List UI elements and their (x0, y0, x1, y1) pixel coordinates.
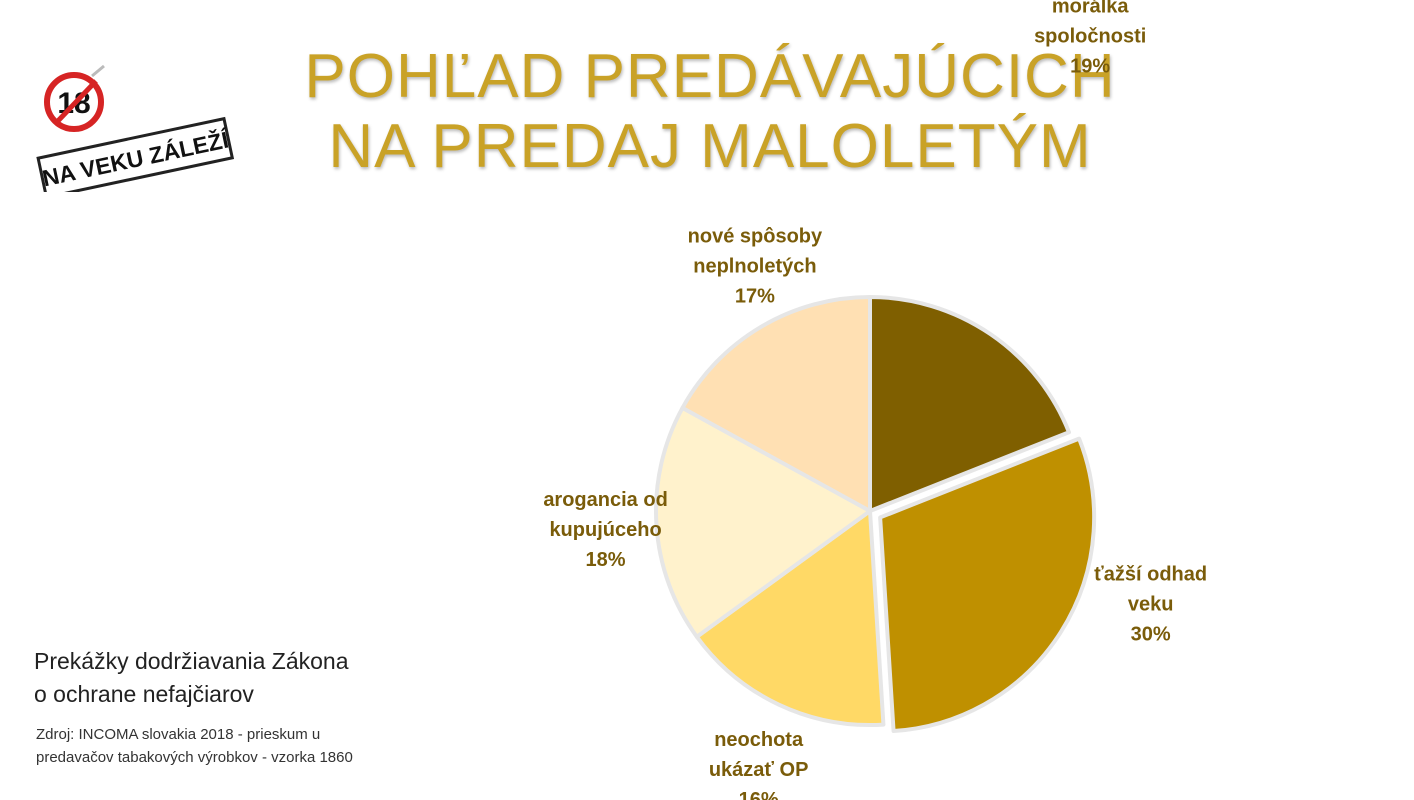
pie-label-value: 17% (735, 286, 775, 308)
pie-label-5: nové spôsoby neplnoletých 17% (688, 226, 823, 308)
no-smoking-slash-icon (54, 79, 98, 125)
pie-label-text: arogancia od (543, 489, 667, 511)
pie-label-3: neochota ukázať OP 16% (709, 729, 809, 800)
source-note: Zdroj: INCOMA slovakia 2018 - prieskum u… (36, 723, 353, 769)
pie-label-4: arogancia od kupujúceho 18% (543, 489, 667, 571)
pie-label-1: morálka spoločnosti 19% (1034, 0, 1146, 77)
logo-sign: 18 (44, 64, 105, 132)
pie-slice-5 (680, 295, 872, 513)
pie-label-text: kupujúceho (549, 519, 661, 541)
pie-label-value: 16% (739, 789, 779, 800)
title-line-1: POHĽAD PREDÁVAJÚCICH (304, 42, 1116, 111)
chart-caption: Prekážky dodržiavania Zákona o ochrane n… (34, 645, 349, 711)
pie-label-value: 18% (586, 549, 626, 571)
source-line-1: Zdroj: INCOMA slovakia 2018 - prieskum u (36, 726, 321, 743)
pie-slice-4 (654, 405, 872, 639)
pie-label-2: ťažší odhad veku 30% (1094, 564, 1207, 646)
pie-label-text: morálka (1052, 0, 1130, 17)
pie-label-text: neochota (714, 729, 804, 751)
pie-label-text: neplnoletých (693, 256, 816, 278)
pie-label-text: ukázať OP (709, 759, 809, 781)
pie-label-text: nové spôsoby (688, 226, 823, 248)
caption-line-2: o ochrane nefajčiarov (34, 681, 254, 707)
pie-slices (654, 295, 1097, 734)
pie-labels: morálka spoločnosti 19% ťažší odhad veku 30% n… (543, 0, 1207, 800)
page-title: POHĽAD PREDÁVAJÚCICH NA PREDAJ MALOLETÝM (300, 42, 1120, 182)
logo-banner-frame (36, 116, 235, 192)
pie-label-text: spoločnosti (1034, 25, 1146, 47)
pie-label-value: 30% (1131, 624, 1171, 646)
caption-line-1: Prekážky dodržiavania Zákona (34, 648, 349, 674)
pie-slice-1 (868, 295, 1071, 513)
pie-slice-3 (694, 509, 886, 727)
pie-label-text: ťažší odhad (1094, 564, 1207, 586)
pie-label-value: 19% (1070, 55, 1110, 77)
source-line-2: predavačov tabakových výrobkov - vzorka … (36, 749, 353, 766)
cigarette-icon (91, 64, 105, 78)
title-line-2: NA PREDAJ MALOLETÝM (328, 112, 1092, 181)
pie-slice-2 (878, 436, 1097, 734)
pie-label-text: veku (1128, 594, 1174, 616)
campaign-logo: 18 NA VEKU ZÁLEŽÍ (36, 64, 235, 192)
